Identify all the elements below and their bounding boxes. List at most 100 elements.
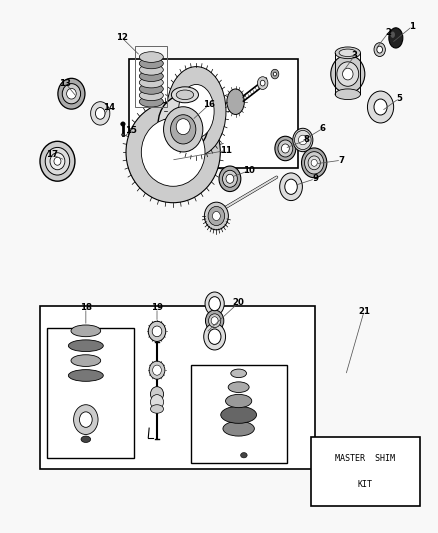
Ellipse shape [343, 68, 353, 80]
Ellipse shape [149, 361, 165, 379]
Ellipse shape [223, 170, 237, 187]
Ellipse shape [391, 31, 395, 38]
Text: 1: 1 [410, 22, 415, 31]
Ellipse shape [205, 292, 224, 316]
Ellipse shape [40, 141, 75, 181]
Text: 9: 9 [312, 174, 318, 183]
Ellipse shape [282, 144, 289, 153]
Ellipse shape [122, 133, 124, 136]
Ellipse shape [152, 365, 161, 375]
Ellipse shape [141, 118, 205, 187]
Ellipse shape [212, 212, 220, 221]
Ellipse shape [374, 99, 387, 115]
Ellipse shape [280, 173, 302, 200]
Ellipse shape [226, 174, 234, 183]
Text: 13: 13 [59, 78, 71, 87]
Ellipse shape [139, 71, 163, 82]
Ellipse shape [152, 326, 162, 337]
Text: 14: 14 [103, 102, 115, 111]
Ellipse shape [377, 46, 382, 53]
Ellipse shape [228, 382, 249, 392]
Text: 7: 7 [338, 156, 344, 165]
Ellipse shape [209, 297, 220, 311]
Ellipse shape [335, 47, 360, 59]
Text: 21: 21 [358, 307, 370, 316]
Text: 12: 12 [116, 34, 128, 43]
Ellipse shape [231, 369, 247, 377]
Ellipse shape [71, 355, 101, 367]
Ellipse shape [67, 88, 76, 99]
Ellipse shape [211, 317, 218, 325]
Text: 18: 18 [80, 303, 92, 312]
Ellipse shape [139, 96, 163, 107]
Text: 15: 15 [125, 126, 137, 135]
Ellipse shape [260, 80, 265, 86]
Ellipse shape [74, 405, 98, 434]
Text: 2: 2 [385, 28, 392, 37]
Text: 8: 8 [304, 135, 309, 144]
Ellipse shape [139, 77, 163, 88]
Ellipse shape [68, 369, 103, 381]
Ellipse shape [150, 405, 163, 413]
Ellipse shape [150, 394, 163, 409]
Ellipse shape [81, 436, 91, 442]
Ellipse shape [240, 453, 247, 458]
Ellipse shape [58, 78, 85, 109]
Text: 19: 19 [151, 303, 163, 312]
Ellipse shape [54, 157, 61, 165]
Ellipse shape [304, 152, 324, 174]
Text: 16: 16 [203, 100, 215, 109]
Ellipse shape [121, 122, 125, 126]
Ellipse shape [205, 310, 224, 332]
Ellipse shape [227, 89, 244, 115]
Ellipse shape [271, 69, 279, 79]
Ellipse shape [163, 107, 203, 152]
Ellipse shape [126, 102, 220, 203]
Ellipse shape [367, 91, 394, 123]
Ellipse shape [374, 43, 385, 56]
Ellipse shape [205, 202, 228, 230]
Text: 11: 11 [219, 146, 232, 155]
Ellipse shape [139, 52, 163, 62]
Text: 3: 3 [351, 52, 357, 60]
FancyBboxPatch shape [311, 437, 420, 506]
Ellipse shape [311, 159, 317, 166]
Ellipse shape [208, 314, 221, 328]
Ellipse shape [139, 64, 163, 75]
Ellipse shape [275, 136, 296, 161]
Ellipse shape [208, 329, 221, 344]
Ellipse shape [221, 406, 257, 423]
Ellipse shape [79, 412, 92, 427]
Text: 17: 17 [46, 150, 58, 159]
FancyBboxPatch shape [130, 59, 297, 168]
Ellipse shape [308, 156, 320, 169]
Text: 10: 10 [243, 166, 254, 175]
Ellipse shape [331, 55, 365, 93]
Ellipse shape [95, 108, 105, 119]
Ellipse shape [273, 72, 276, 76]
Text: 20: 20 [233, 298, 244, 307]
Ellipse shape [158, 95, 208, 153]
Ellipse shape [139, 84, 163, 94]
Text: MASTER  SHIM: MASTER SHIM [335, 454, 395, 463]
Ellipse shape [176, 119, 190, 135]
Ellipse shape [296, 133, 309, 148]
FancyBboxPatch shape [46, 328, 134, 458]
Ellipse shape [171, 87, 198, 103]
Ellipse shape [223, 421, 254, 436]
Ellipse shape [293, 128, 313, 152]
Text: KIT: KIT [358, 480, 373, 489]
Ellipse shape [45, 148, 70, 175]
Ellipse shape [50, 153, 65, 169]
FancyBboxPatch shape [40, 306, 315, 469]
Text: 6: 6 [320, 124, 326, 133]
Ellipse shape [68, 340, 103, 352]
Ellipse shape [208, 206, 225, 225]
Ellipse shape [91, 102, 110, 125]
Ellipse shape [226, 394, 252, 408]
Ellipse shape [176, 90, 194, 100]
Ellipse shape [148, 321, 166, 342]
Text: 5: 5 [396, 94, 402, 103]
Ellipse shape [285, 179, 297, 195]
Ellipse shape [204, 324, 226, 350]
